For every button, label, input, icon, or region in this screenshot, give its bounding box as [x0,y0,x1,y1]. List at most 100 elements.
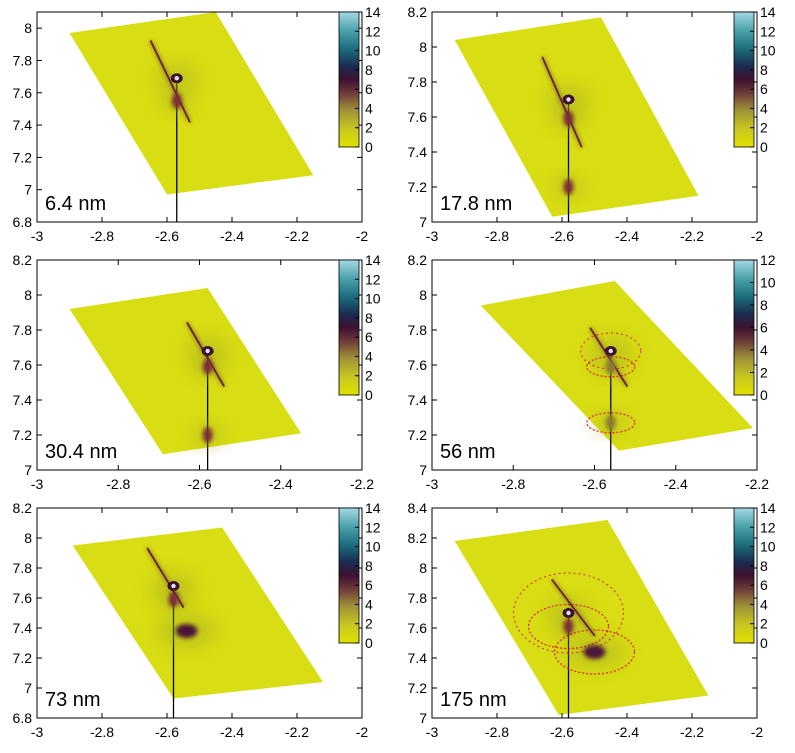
colorbar-tick-label: 4 [365,596,373,612]
thickness-label: 73 nm [45,689,101,711]
y-tick-label: 7.4 [13,117,33,133]
colorbar [733,507,755,644]
y-tick-label: 7.8 [13,322,33,338]
substrate-peak-core [205,348,210,354]
colorbar-tick-label: 6 [365,329,373,345]
x-tick-label: -3 [426,228,439,244]
y-tick-label: 7.4 [408,392,428,408]
colorbar-tick-label: 10 [365,539,381,555]
colorbar-tick-label: 6 [760,577,768,593]
contour-line [586,356,636,378]
colorbar-tick-label: 4 [760,596,768,612]
substrate-peak-core [566,97,571,102]
colorbar-tick-label: 4 [365,348,373,364]
colorbar-tick-label: 12 [760,519,776,535]
film-peak [168,591,179,608]
contour-line [527,603,610,650]
x-tick-label: -2 [356,228,369,244]
y-tick-label: 7.6 [408,620,428,636]
colorbar-tick-label: 12 [365,519,381,535]
colorbar-tick-label: 2 [760,365,768,381]
contour-line [553,629,636,675]
contour-line [586,412,636,434]
y-tick-label: 7.4 [408,650,428,666]
y-tick-label: 7.8 [408,590,428,606]
x-tick-label: -2.4 [269,476,293,492]
colorbar-tick-label: 4 [365,100,373,116]
colorbar-tick-label: 6 [760,81,768,97]
x-tick-label: -2.8 [90,228,114,244]
x-tick-label: -2.6 [550,228,574,244]
y-tick-label: 8.2 [408,530,428,546]
thickness-label: 6.4 nm [45,193,106,215]
colorbar-tick-label: 14 [365,500,381,516]
film-peak [202,358,213,375]
plot-frame [431,507,758,719]
x-tick-label: -2.6 [582,476,606,492]
y-tick-label: 6.8 [13,710,33,726]
x-tick-label: -2.2 [680,724,704,740]
colorbar [338,11,360,148]
y-tick-label: 7.8 [408,74,428,90]
colorbar-tick-label: 2 [365,616,373,632]
x-tick-label: -2.2 [680,228,704,244]
colorbar-tick-label: 8 [365,62,373,78]
x-tick-label: -2.2 [285,724,309,740]
chart-panel: -3 -2.8 -2.6 -2.4 -2.2 7 7.2 7.4 7.6 7.8 8 8.2 0 2 4 6 8… [13,252,381,492]
x-tick-label: -2.2 [350,476,374,492]
map-region [69,288,302,455]
film-peak [563,179,574,195]
substrate-streak [541,56,583,148]
chart-panel: -3 -2.8 -2.6 -2.4 -2.2 -2 6.8 7 7.2 7.4 7.6 7.8 8 0 2 4… [13,4,381,244]
y-tick-label: 7 [24,182,32,198]
x-tick-label: -2.8 [485,228,509,244]
substrate-peak-core [174,76,179,81]
x-tick-label: -3 [426,476,439,492]
x-tick-label: -2.8 [485,724,509,740]
colorbar-tick-label: 10 [760,275,776,291]
colorbar-tick-label: 2 [365,120,373,136]
colorbar-tick-label: 10 [365,291,381,307]
colorbar-tick-label: 0 [760,387,768,403]
plot-area [454,17,699,222]
colorbar-tick-label: 12 [760,23,776,39]
substrate-streak [149,40,191,123]
thickness-label: 175 nm [440,689,507,711]
colorbar-tick-label: 2 [365,368,373,384]
x-tick-label: -3 [426,724,439,740]
x-tick-label: -3 [31,724,44,740]
y-tick-label: 7.4 [13,392,33,408]
y-tick-label: 7.6 [408,109,428,125]
colorbar-tick-label: 12 [365,271,381,287]
x-tick-label: -2.4 [615,724,639,740]
x-tick-label: -2.8 [501,476,525,492]
y-tick-label: 7.2 [13,427,33,443]
colorbar-tick-label: 4 [760,100,768,116]
thickness-label: 17.8 nm [440,193,512,215]
y-tick-label: 8 [419,287,427,303]
chart-panel: -3 -2.8 -2.6 -2.4 -2.2 -2 6.8 7 7.2 7.4 7.6 7.8 8 8.2… [13,500,381,740]
x-tick-label: -2 [751,724,764,740]
y-tick-label: 7.2 [13,149,33,165]
x-tick-label: -2.4 [664,476,688,492]
y-tick-label: 8.2 [13,252,33,268]
colorbar-tick-label: 12 [760,252,776,268]
y-tick-label: 7.6 [408,357,428,373]
map-region [72,527,323,699]
y-tick-label: 7 [419,462,427,478]
colorbar-tick-label: 2 [760,120,768,136]
y-tick-label: 7.2 [13,650,33,666]
x-tick-label: -3 [31,228,44,244]
film-peak [583,645,606,659]
colorbar-tick-label: 14 [760,500,776,516]
y-tick-label: 8.2 [13,500,33,516]
contour-line [580,332,642,370]
colorbar-tick-label: 10 [365,43,381,59]
thickness-label: 56 nm [440,441,496,463]
y-tick-label: 8 [24,530,32,546]
y-tick-label: 7.2 [408,680,428,696]
film-peak [563,110,574,127]
substrate-streak [551,579,596,637]
colorbar-tick-label: 8 [365,558,373,574]
y-tick-label: 7.8 [13,560,33,576]
